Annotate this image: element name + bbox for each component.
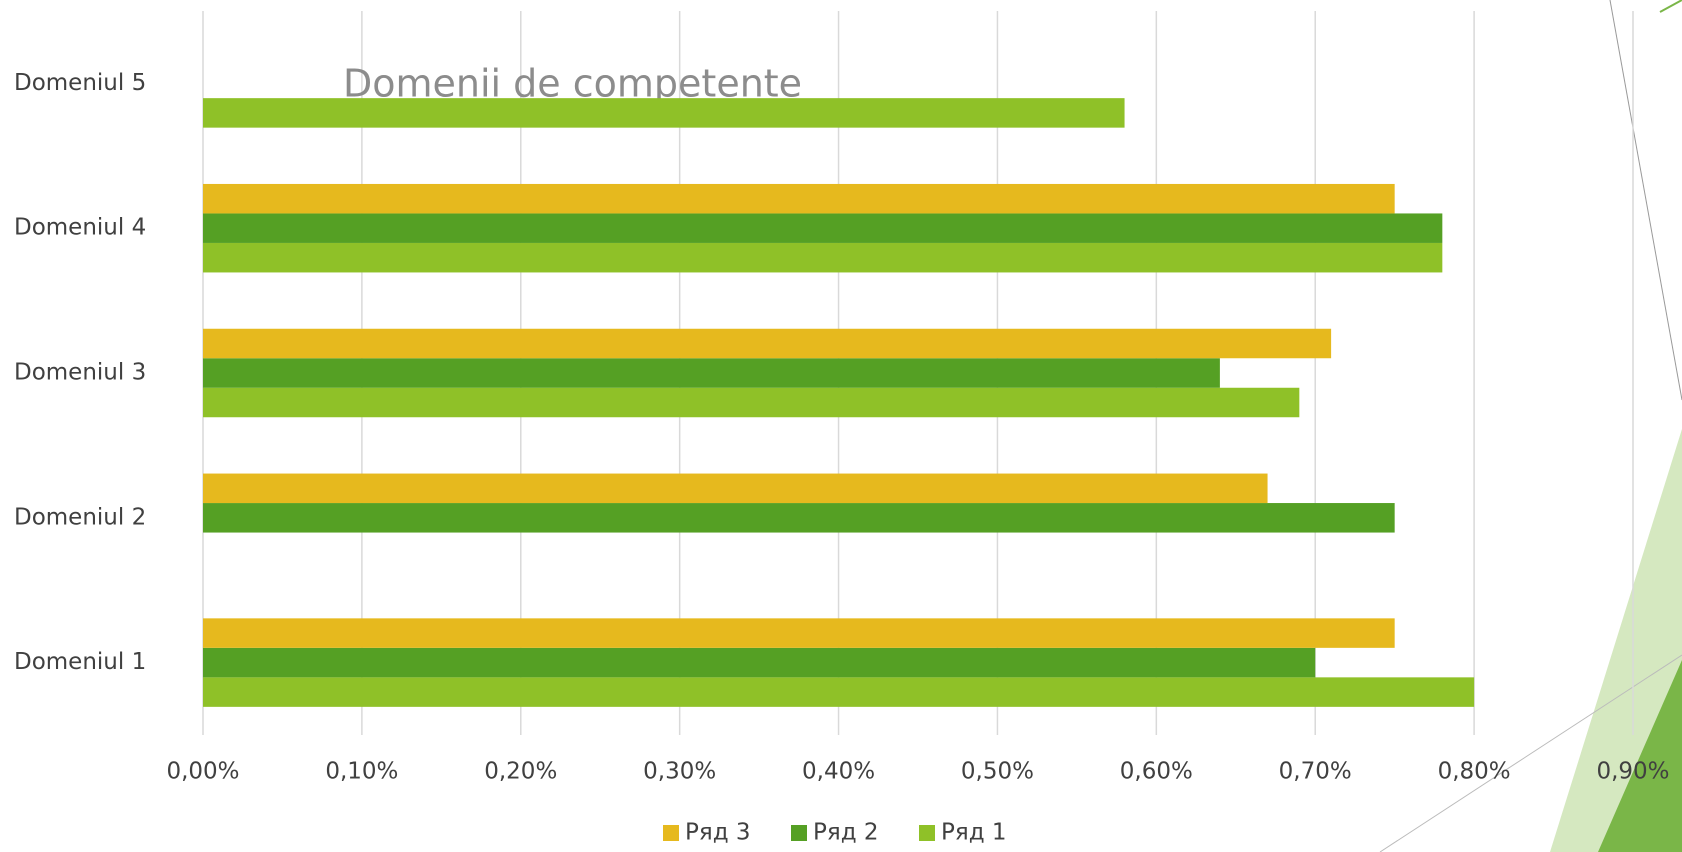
legend-label: Ряд 3 xyxy=(685,820,751,846)
y-tick-label: Domeniul 2 xyxy=(14,504,146,530)
bar xyxy=(203,473,1268,504)
x-tick-label: 0,20% xyxy=(484,759,557,785)
bar xyxy=(203,98,1125,128)
x-tick-label: 0,50% xyxy=(961,759,1034,785)
y-tick-label: Domeniul 1 xyxy=(14,649,146,675)
x-tick-label: 0,90% xyxy=(1596,759,1669,785)
bar xyxy=(203,183,1395,214)
bar xyxy=(203,213,1443,243)
legend-swatch xyxy=(663,825,679,841)
y-tick-label: Domeniul 3 xyxy=(14,360,146,386)
bar xyxy=(203,618,1395,648)
decor-line xyxy=(1379,654,1682,852)
bar xyxy=(203,328,1332,359)
legend-label: Ряд 2 xyxy=(813,820,879,846)
bar xyxy=(203,242,1443,273)
bar xyxy=(203,647,1316,678)
x-tick-label: 0,80% xyxy=(1438,759,1511,785)
legend-label: Ряд 1 xyxy=(941,820,1007,846)
decor-line xyxy=(1659,0,1682,13)
bar xyxy=(203,358,1220,388)
x-tick-label: 0,40% xyxy=(802,759,875,785)
y-tick-label: Domeniul 4 xyxy=(14,215,146,241)
x-tick-label: 0,10% xyxy=(325,759,398,785)
decor-triangle-dark xyxy=(1598,660,1682,852)
bar xyxy=(203,503,1395,533)
x-tick-label: 0,30% xyxy=(643,759,716,785)
legend-swatch xyxy=(791,825,807,841)
x-tick-label: 0,60% xyxy=(1120,759,1193,785)
bar xyxy=(203,677,1475,707)
bar xyxy=(203,387,1300,418)
y-tick-label: Domeniul 5 xyxy=(14,70,146,96)
x-tick-label: 0,00% xyxy=(166,759,239,785)
legend-swatch xyxy=(919,825,935,841)
decor-line xyxy=(1609,0,1682,401)
x-tick-label: 0,70% xyxy=(1279,759,1352,785)
